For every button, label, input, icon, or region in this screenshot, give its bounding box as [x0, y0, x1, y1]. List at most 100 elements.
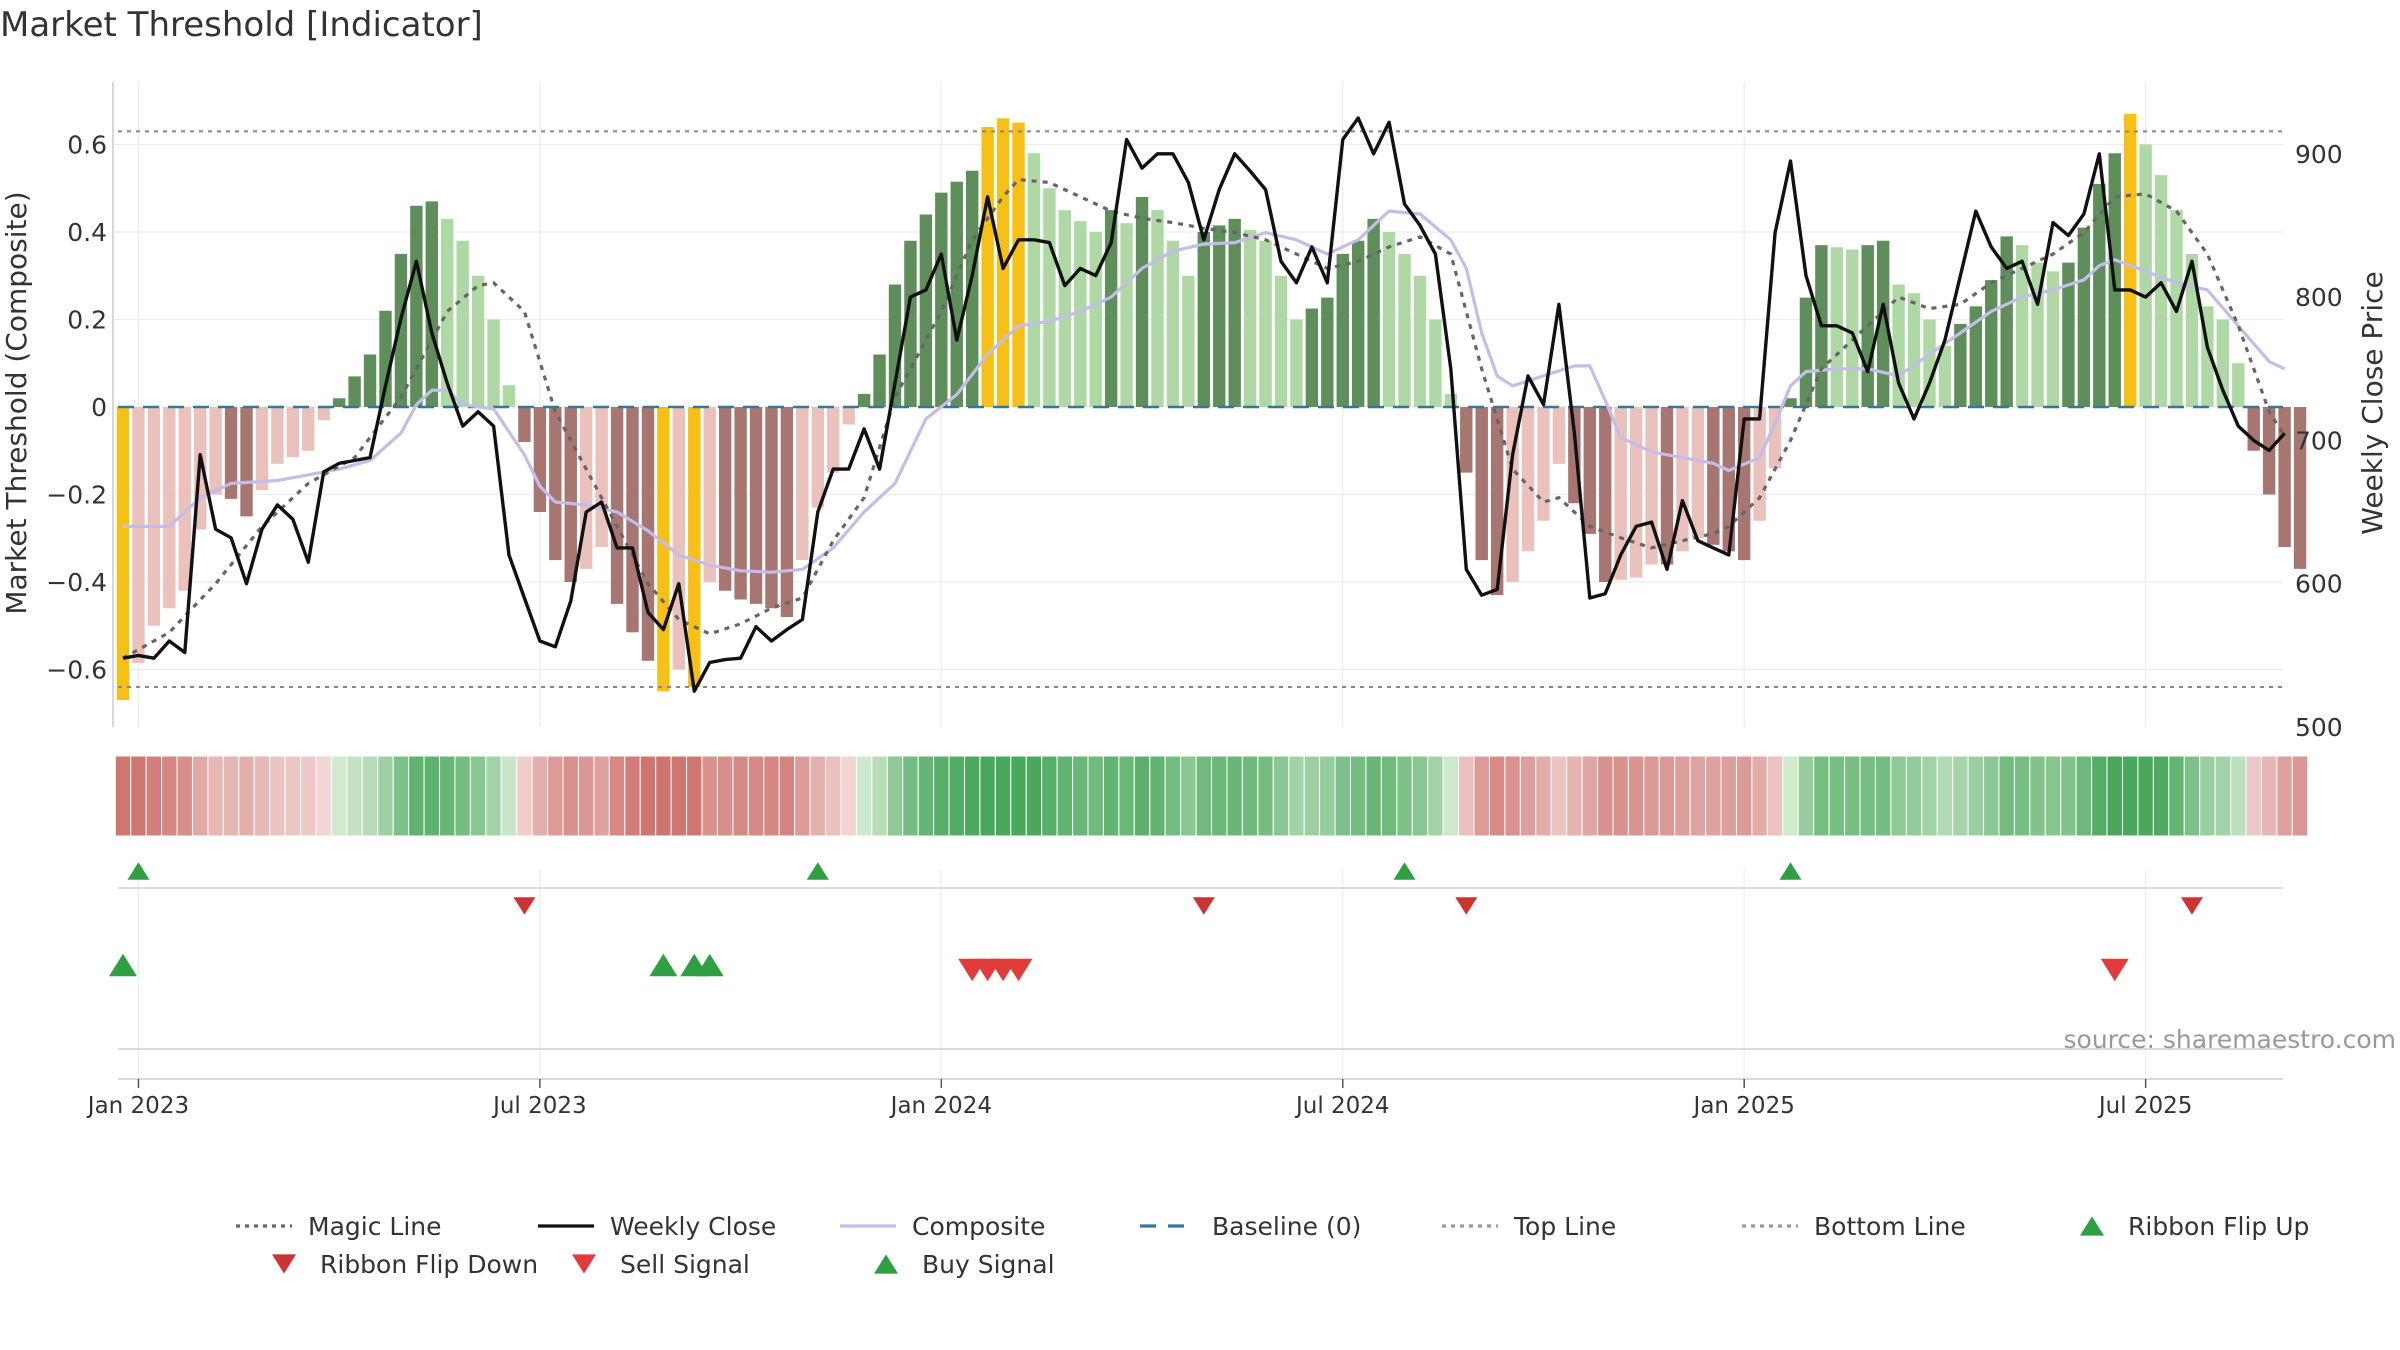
legend-item: Baseline (0) — [1140, 1212, 1361, 1241]
ribbon-cell — [2152, 755, 2170, 837]
ribbon-cell — [1535, 755, 1552, 837]
ribbon-cell — [1597, 755, 1614, 837]
composite-bar — [1027, 153, 1041, 407]
composite-bar — [2185, 253, 2199, 407]
ribbon-cell — [176, 755, 193, 837]
ribbon-cell — [2230, 755, 2247, 837]
composite-bar — [1089, 232, 1102, 407]
ribbon-cell — [1782, 755, 1799, 837]
ribbon-cell — [886, 755, 904, 837]
composite-bar — [1104, 210, 1118, 407]
ribbon-cell — [1751, 755, 1768, 837]
ribbon-cell — [778, 755, 796, 837]
ribbon-cell — [716, 755, 734, 837]
chart-title: Market Threshold [Indicator] — [0, 5, 483, 45]
composite-bar — [132, 407, 145, 663]
ribbon-cell — [1149, 755, 1166, 837]
composite-bar — [1846, 249, 1859, 407]
ribbon-cell — [1488, 755, 1506, 837]
composite-bar — [2093, 183, 2106, 407]
legend-item: Bottom Line — [1742, 1212, 1966, 1241]
ribbon-flip-up-marker — [1393, 862, 1416, 880]
ribbon-cell — [2137, 755, 2154, 837]
composite-bar — [672, 407, 686, 670]
weekly-close-line — [122, 116, 2286, 693]
ribbon-cell — [1072, 755, 1089, 837]
buy-signal-marker — [695, 953, 724, 977]
composite-bar — [1274, 275, 1288, 407]
ribbon-cell — [1041, 755, 1058, 837]
legend-marker — [2080, 1216, 2104, 1236]
composite-bar — [1182, 275, 1195, 407]
composite-bar — [2232, 363, 2245, 407]
magic-line — [122, 177, 2286, 660]
composite-bar — [456, 240, 469, 407]
legend-label: Magic Line — [308, 1212, 442, 1241]
ribbon-flip-down-marker — [2180, 897, 2203, 915]
ribbon-cell — [2199, 755, 2216, 837]
ribbon-cell — [1164, 755, 1182, 837]
y2-axis-label: Weekly Close Price — [2356, 271, 2389, 534]
ribbon-cell — [825, 755, 842, 837]
ribbon-cell — [1473, 755, 1490, 837]
ribbon-cell — [1874, 755, 1892, 837]
composite-bar — [2278, 407, 2291, 547]
ribbon-cell — [1118, 755, 1135, 837]
ribbon-cell — [593, 755, 610, 837]
composite-bar — [703, 407, 716, 582]
axes: 0.6 0.4 0.2 0 −0.2 −0.4 −0.6 900 800 700 600 500 — [46, 82, 2343, 742]
legend-item: Ribbon Flip Down — [272, 1250, 538, 1279]
composite-bar — [1413, 275, 1427, 407]
signal-rows — [109, 862, 2283, 1050]
legend-item: Buy Signal — [874, 1250, 1055, 1279]
ribbon-strip — [114, 755, 2309, 837]
composite-bar — [842, 407, 855, 425]
composite-bar — [1954, 323, 1967, 407]
ribbon-cell — [1952, 755, 1969, 837]
ribbon-cell — [377, 755, 394, 837]
composite-bar — [811, 407, 824, 508]
composite-bar — [1490, 407, 1504, 596]
composite-bar — [1768, 407, 1782, 469]
composite-bar — [1012, 122, 1025, 407]
ribbon-cell — [2060, 755, 2077, 837]
ribbon-cell — [469, 755, 487, 837]
ribbon-cell — [284, 755, 302, 837]
ribbon-cell — [2214, 755, 2232, 837]
ribbon-cell — [222, 755, 240, 837]
composite-bar — [302, 407, 315, 451]
ribbon-cell — [269, 755, 286, 837]
ribbon-cell — [1411, 755, 1429, 837]
ribbon-cell — [1025, 755, 1043, 837]
legend-label: Ribbon Flip Down — [320, 1250, 538, 1279]
ribbon-cell — [361, 755, 379, 837]
composite-bar — [1583, 407, 1596, 534]
composite-bar — [1985, 280, 1998, 407]
y2-tick-label: 500 — [2295, 713, 2343, 742]
ribbon-cell — [855, 755, 873, 837]
composite-bar — [1876, 240, 1890, 407]
ribbon-cell — [114, 755, 132, 837]
composite-bar — [116, 407, 130, 701]
composite-bar — [1382, 232, 1396, 407]
ribbon-cell — [624, 755, 641, 837]
composite-bar — [564, 407, 577, 582]
ribbon-cell — [655, 755, 672, 837]
ribbon-cell — [1813, 755, 1830, 837]
composite-bar — [2154, 175, 2168, 407]
ribbon-cell — [948, 755, 965, 837]
ribbon-cell — [346, 755, 363, 837]
y-tick-label: 0.6 — [67, 131, 107, 160]
ribbon-cell — [2168, 755, 2185, 837]
ribbon-flip-up-marker — [806, 862, 829, 880]
composite-bar — [1799, 297, 1813, 407]
composite-bar — [1151, 210, 1164, 407]
composite-bar — [718, 407, 732, 591]
ribbon-cell — [500, 755, 518, 837]
ribbon-cell — [1550, 755, 1568, 837]
composite-bar — [2015, 245, 2029, 407]
composite-bar — [1058, 210, 1072, 407]
ribbon-cell — [1350, 755, 1367, 837]
composite-bar — [1599, 407, 1612, 582]
legend-item: Weekly Close — [538, 1212, 776, 1241]
